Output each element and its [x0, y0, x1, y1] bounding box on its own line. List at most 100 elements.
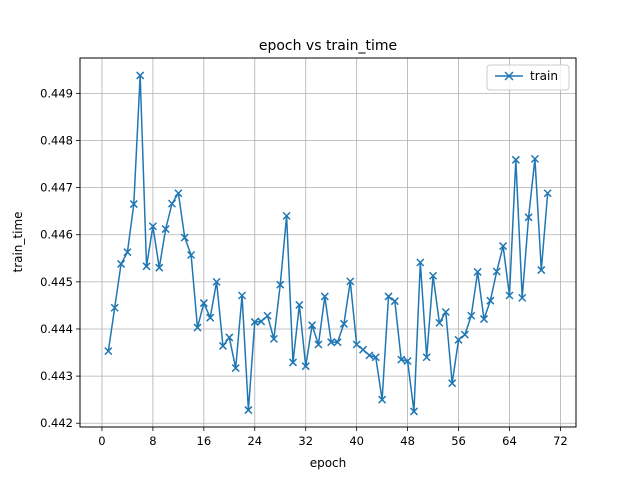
- data-point: [276, 280, 285, 289]
- data-point: [448, 379, 457, 388]
- data-point: [454, 335, 463, 344]
- data-point: [378, 395, 387, 404]
- y-axis: 0.442 0.443 0.444 0.445 0.446 0.447 0.448 0.449: [40, 86, 80, 430]
- data-point: [358, 345, 368, 354]
- data-point: [486, 296, 495, 305]
- data-point: [129, 200, 138, 209]
- x-tick-label: 56: [451, 434, 466, 448]
- data-point: [499, 242, 508, 251]
- data-point: [371, 353, 380, 362]
- data-point: [327, 338, 336, 347]
- data-point: [187, 250, 196, 260]
- data-point: [346, 277, 355, 286]
- data-point: [479, 315, 489, 324]
- data-point: [314, 340, 323, 349]
- data-point: [301, 362, 310, 371]
- y-tick-label: 0.449: [40, 86, 73, 100]
- y-tick-label: 0.448: [40, 133, 73, 147]
- grid: [80, 58, 576, 427]
- data-point: [543, 189, 552, 198]
- data-point: [537, 266, 546, 275]
- legend-marker-x-icon: [504, 71, 514, 81]
- x-tick-label: 64: [502, 434, 517, 448]
- y-tick-label: 0.444: [40, 322, 73, 336]
- data-point: [263, 311, 272, 320]
- data-point: [320, 292, 329, 301]
- data-point: [524, 213, 533, 222]
- data-point: [193, 323, 202, 332]
- data-point: [409, 407, 418, 416]
- data-point: [269, 334, 278, 343]
- data-point: [473, 267, 482, 276]
- y-axis-label: train_time: [11, 211, 25, 272]
- data-point: [244, 406, 253, 415]
- data-point: [422, 353, 431, 362]
- x-tick-label: 8: [149, 434, 156, 448]
- series-layer: [104, 71, 552, 416]
- series-line-train: [107, 74, 549, 413]
- data-point: [467, 311, 476, 320]
- x-tick-label: 48: [400, 434, 415, 448]
- data-point: [136, 71, 145, 80]
- data-point: [505, 291, 514, 300]
- data-point: [257, 317, 266, 326]
- data-point: [429, 271, 438, 280]
- data-point: [333, 338, 342, 347]
- data-point: [288, 358, 298, 367]
- data-point: [460, 330, 469, 339]
- legend-box: [486, 64, 570, 91]
- data-point: [390, 297, 399, 306]
- data-point: [403, 356, 412, 366]
- data-point: [530, 154, 539, 163]
- x-axis-label: epoch: [310, 456, 347, 470]
- data-point: [218, 341, 227, 350]
- data-point: [104, 347, 113, 356]
- x-tick-label: 32: [298, 434, 313, 448]
- y-tick-label: 0.447: [40, 181, 73, 195]
- x-axis: 0 8 16 24 32 40 48 56 64 72: [98, 427, 568, 448]
- x-tick-label: 16: [197, 434, 212, 448]
- data-point: [238, 291, 247, 300]
- data-point: [206, 313, 215, 322]
- data-point: [199, 299, 208, 308]
- data-point: [148, 222, 157, 231]
- data-point: [123, 248, 132, 257]
- y-tick-label: 0.446: [40, 228, 73, 242]
- data-point: [416, 258, 425, 267]
- data-point: [441, 307, 450, 317]
- data-point: [225, 333, 234, 342]
- y-tick-label: 0.445: [40, 275, 73, 289]
- data-point: [231, 364, 240, 373]
- data-point: [352, 340, 361, 349]
- data-point: [155, 263, 164, 272]
- data-point: [174, 189, 183, 198]
- data-point: [365, 351, 374, 360]
- data-point: [492, 267, 501, 276]
- x-tick-label: 40: [349, 434, 364, 448]
- legend-label-train: train: [530, 69, 558, 83]
- data-point: [435, 318, 444, 327]
- y-tick-label: 0.443: [40, 369, 73, 383]
- data-point: [167, 199, 177, 208]
- data-point: [308, 321, 317, 330]
- x-tick-label: 24: [247, 434, 262, 448]
- x-tick-label: 0: [98, 434, 105, 448]
- data-point: [295, 300, 304, 309]
- data-point: [110, 303, 119, 312]
- data-point: [282, 211, 291, 220]
- data-point: [117, 259, 126, 268]
- x-tick-label: 72: [553, 434, 568, 448]
- data-point: [511, 155, 520, 164]
- data-point: [397, 355, 406, 364]
- legend: train: [486, 64, 570, 91]
- chart-title: epoch vs train_time: [259, 38, 397, 54]
- data-point: [339, 319, 348, 328]
- data-point: [142, 262, 151, 271]
- data-point: [212, 277, 221, 286]
- data-point: [384, 292, 393, 301]
- data-point: [180, 233, 189, 242]
- plot-frame: [79, 57, 577, 428]
- data-point: [250, 317, 259, 326]
- data-point: [518, 293, 527, 302]
